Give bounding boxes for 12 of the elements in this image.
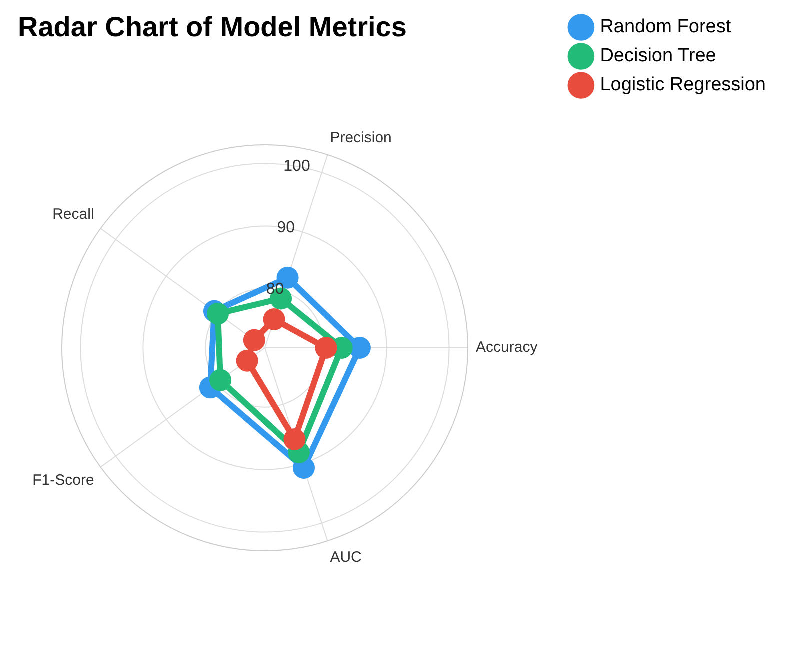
y-tick-label: 80 [266, 280, 284, 298]
legend-label: Random Forest [600, 16, 732, 38]
spoke-label: F1-Score [32, 472, 94, 490]
chart-title: Radar Chart of Model Metrics [18, 12, 407, 43]
spoke-label: Recall [52, 206, 94, 224]
y-tick-label: 100 [284, 158, 310, 175]
legend-label: Logistic Regression [600, 74, 766, 96]
spoke-label: Precision [330, 129, 392, 146]
spoke-label: Accuracy [476, 339, 538, 356]
y-tick-label: 90 [277, 219, 296, 236]
spoke-label: AUC [330, 548, 362, 566]
legend-label: Decision Tree [600, 46, 716, 67]
